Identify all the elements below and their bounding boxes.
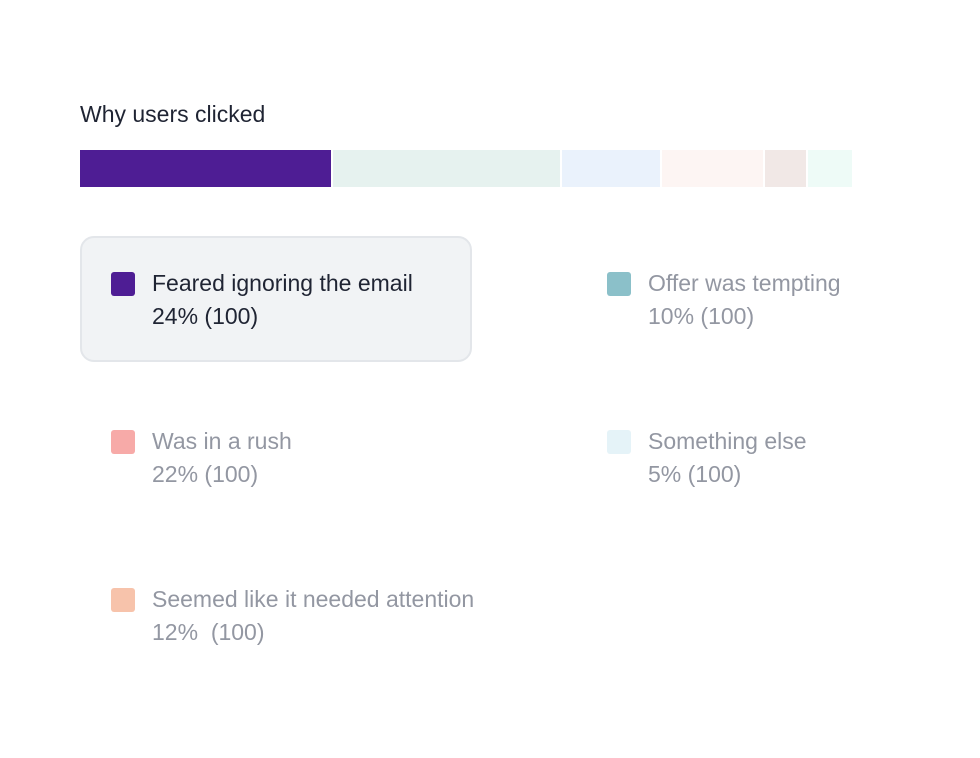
bar-segment[interactable] bbox=[765, 150, 808, 187]
bar-segment[interactable] bbox=[662, 150, 765, 187]
legend-label: Offer was tempting bbox=[648, 270, 841, 296]
legend-label: Was in a rush bbox=[152, 428, 292, 454]
bar-segment[interactable] bbox=[333, 150, 562, 187]
legend-value: 5% (100) bbox=[648, 461, 742, 487]
stacked-bar bbox=[80, 150, 852, 187]
legend-swatch bbox=[607, 272, 631, 296]
legend-text: Offer was tempting 10% (100) bbox=[648, 267, 841, 333]
legend-swatch bbox=[111, 588, 135, 612]
bar-segment[interactable] bbox=[808, 150, 852, 187]
legend-text: Something else 5% (100) bbox=[648, 425, 807, 491]
legend-text: Feared ignoring the email 24% (100) bbox=[152, 267, 413, 333]
legend-item[interactable]: Was in a rush 22% (100) bbox=[80, 394, 472, 520]
legend-item[interactable]: Seemed like it needed attention 12% (100) bbox=[80, 552, 560, 678]
legend-value: 12% (100) bbox=[152, 619, 265, 645]
legend-value: 24% (100) bbox=[152, 303, 259, 329]
chart-title: Why users clicked bbox=[80, 101, 266, 127]
legend-swatch bbox=[607, 430, 631, 454]
legend-value: 22% (100) bbox=[152, 461, 259, 487]
legend-item[interactable]: Something else 5% (100) bbox=[576, 394, 956, 520]
legend-item[interactable]: Offer was tempting 10% (100) bbox=[576, 236, 956, 362]
legend-label: Seemed like it needed attention bbox=[152, 586, 475, 612]
bar-segment[interactable] bbox=[562, 150, 662, 187]
legend-value: 10% (100) bbox=[648, 303, 755, 329]
legend-text: Seemed like it needed attention 12% (100) bbox=[152, 583, 474, 649]
legend-text: Was in a rush 22% (100) bbox=[152, 425, 292, 491]
legend-label: Feared ignoring the email bbox=[152, 270, 413, 296]
legend-label: Something else bbox=[648, 428, 807, 454]
legend-swatch bbox=[111, 430, 135, 454]
legend-item[interactable]: Feared ignoring the email 24% (100) bbox=[80, 236, 472, 362]
legend-swatch bbox=[111, 272, 135, 296]
bar-segment[interactable] bbox=[80, 150, 333, 187]
